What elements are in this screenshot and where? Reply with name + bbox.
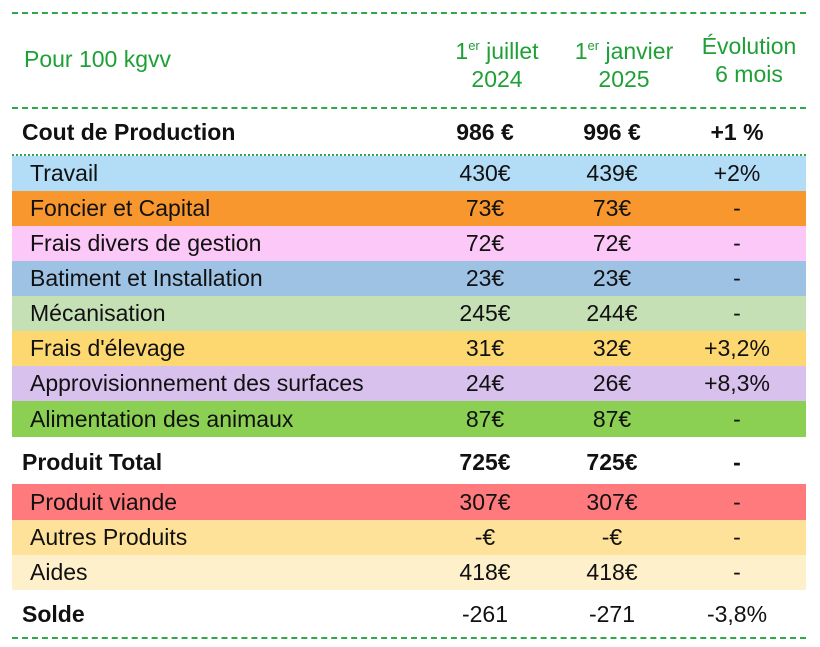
row-label: Solde — [22, 600, 85, 627]
row-produit-total: Produit Total 725€ 725€ - — [12, 441, 806, 483]
col1-day: 1 — [455, 38, 469, 64]
value-july-2024: 430€ — [459, 160, 511, 186]
row-label: Produit Total — [22, 448, 163, 475]
value-july-2024: 307€ — [459, 488, 511, 515]
table-header: Pour 100 kgvv 1er juillet 2024 1er janvi… — [12, 14, 806, 106]
value-january-2025: 73€ — [592, 195, 632, 221]
col3-line2: 6 mois — [715, 61, 783, 87]
row-label: Cout de Production — [22, 118, 236, 145]
row-label: Autres Produits — [30, 524, 188, 550]
col1-month: juillet — [479, 38, 539, 64]
value-july-2024: 245€ — [459, 300, 511, 326]
row-mecanisation: Mécanisation 245€ 244€ - — [12, 296, 806, 331]
value-evolution: - — [733, 524, 741, 550]
value-january-2025: 72€ — [592, 230, 632, 256]
col2-day: 1 — [574, 38, 588, 64]
col2-month: janvier — [599, 38, 674, 64]
value-january-2025: 26€ — [592, 370, 632, 396]
row-produit-viande: Produit viande 307€ 307€ - — [12, 484, 806, 520]
row-label: Alimentation des animaux — [30, 405, 294, 432]
value-january-2025: 87€ — [592, 405, 632, 432]
col2-year: 2025 — [598, 66, 650, 92]
value-evolution: - — [733, 559, 741, 585]
value-january-2025: 439€ — [586, 160, 638, 186]
value-evolution: - — [733, 195, 741, 221]
row-cout-de-production: Cout de Production 986 € 996 € +1 % — [12, 111, 806, 153]
row-label: Aides — [30, 559, 88, 585]
value-january-2025: 996 € — [583, 118, 641, 145]
row-solde: Solde -261 -271 -3,8% — [12, 592, 806, 636]
value-evolution: +2% — [713, 160, 761, 186]
value-evolution: - — [733, 488, 741, 515]
row-label: Mécanisation — [30, 300, 166, 326]
unit-label: Pour 100 kgvv — [24, 46, 172, 72]
value-july-2024: 986 € — [456, 118, 514, 145]
row-label: Frais divers de gestion — [30, 230, 262, 256]
value-evolution: - — [733, 405, 741, 432]
value-july-2024: 31€ — [465, 335, 505, 361]
row-aides: Aides 418€ 418€ - — [12, 555, 806, 590]
value-evolution: - — [733, 265, 741, 291]
header-divider — [12, 107, 806, 109]
value-july-2024: -261 — [461, 600, 509, 627]
value-january-2025: 725€ — [586, 448, 638, 475]
row-label: Frais d'élevage — [30, 335, 186, 361]
value-january-2025: 23€ — [592, 265, 632, 291]
value-evolution: +8,3% — [704, 370, 770, 396]
row-frais-d-elevage: Frais d'élevage 31€ 32€ +3,2% — [12, 331, 806, 366]
row-travail: Travail 430€ 439€ +2% — [12, 156, 806, 191]
value-evolution: +1 % — [710, 118, 764, 145]
value-july-2024: -€ — [474, 524, 496, 550]
row-batiment-et-installation: Batiment et Installation 23€ 23€ - — [12, 261, 806, 296]
value-january-2025: -271 — [588, 600, 636, 627]
value-january-2025: -€ — [601, 524, 623, 550]
row-label: Produit viande — [30, 488, 178, 515]
value-january-2025: 32€ — [592, 335, 632, 361]
value-july-2024: 73€ — [465, 195, 505, 221]
value-january-2025: 244€ — [586, 300, 638, 326]
value-july-2024: 418€ — [459, 559, 511, 585]
row-autres-produits: Autres Produits -€ -€ - — [12, 520, 806, 555]
value-july-2024: 725€ — [459, 448, 511, 475]
row-foncier-et-capital: Foncier et Capital 73€ 73€ - — [12, 191, 806, 226]
section-divider — [12, 154, 806, 156]
col2-sup: er — [587, 38, 600, 53]
column-header-january-2025: 1er janvier 2025 — [549, 32, 699, 93]
value-evolution: - — [733, 300, 741, 326]
value-evolution: -3,8% — [706, 600, 768, 627]
row-label: Batiment et Installation — [30, 265, 263, 291]
value-january-2025: 307€ — [586, 488, 638, 515]
column-header-evolution: Évolution 6 mois — [674, 32, 820, 88]
value-july-2024: 24€ — [465, 370, 505, 396]
value-july-2024: 23€ — [465, 265, 505, 291]
value-evolution: +3,2% — [704, 335, 770, 361]
row-alimentation-des-animaux: Alimentation des animaux 87€ 87€ - — [12, 401, 806, 437]
row-label: Approvisionnement des surfaces — [30, 370, 364, 396]
top-divider — [12, 12, 806, 14]
value-evolution: - — [733, 448, 741, 475]
col3-line1: Évolution — [701, 33, 797, 59]
row-frais-divers-de-gestion: Frais divers de gestion 72€ 72€ - — [12, 226, 806, 261]
bottom-divider — [12, 637, 806, 639]
col1-year: 2024 — [471, 66, 523, 92]
column-header-july-2024: 1er juillet 2024 — [422, 32, 572, 93]
row-label: Travail — [30, 160, 99, 186]
value-january-2025: 418€ — [586, 559, 638, 585]
row-approvisionnement-des-surfaces: Approvisionnement des surfaces 24€ 26€ +8,3… — [12, 366, 806, 401]
col1-sup: er — [468, 38, 480, 53]
value-july-2024: 72€ — [465, 230, 505, 256]
value-july-2024: 87€ — [465, 405, 505, 432]
value-evolution: - — [733, 230, 741, 256]
row-label: Foncier et Capital — [30, 195, 211, 221]
